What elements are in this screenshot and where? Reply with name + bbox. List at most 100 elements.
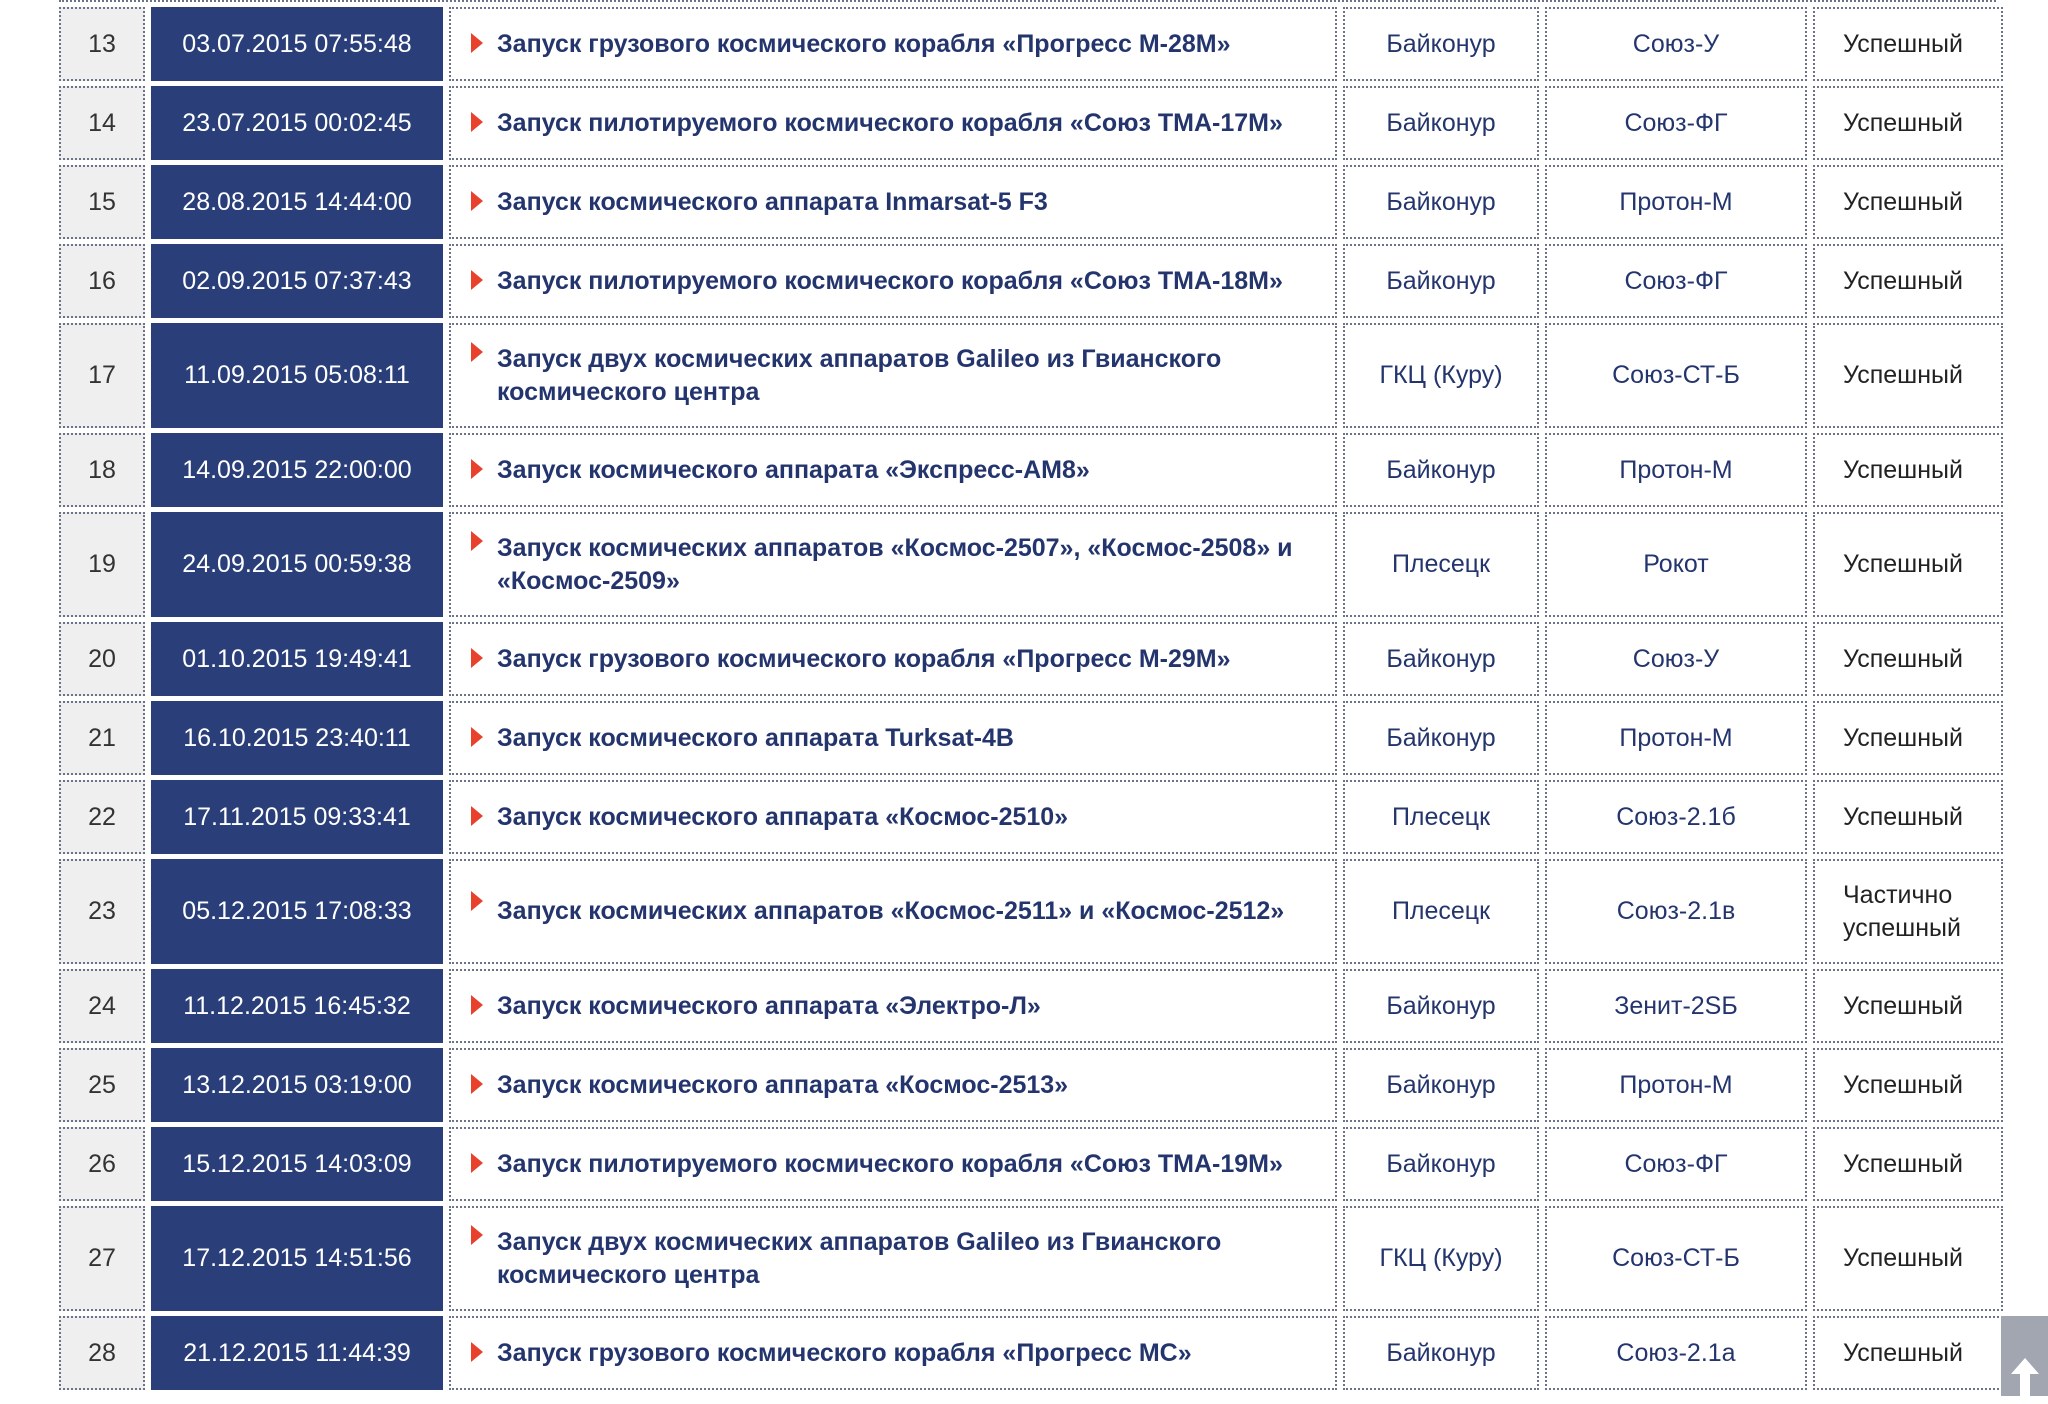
bullet-triangle-icon [471, 806, 483, 826]
launch-date: 11.09.2015 05:08:11 [151, 323, 443, 428]
launch-title-text[interactable]: Запуск грузового космического корабля «П… [497, 1338, 1192, 1367]
bullet-triangle-icon [471, 342, 483, 362]
row-number: 13 [59, 7, 145, 81]
launch-title-text[interactable]: Запуск грузового космического корабля «П… [497, 29, 1231, 58]
launch-status: Успешный [1813, 165, 2003, 239]
bullet-triangle-icon [471, 270, 483, 290]
launch-vehicle: Протон-М [1545, 701, 1807, 775]
launch-site: Плесецк [1343, 512, 1539, 617]
launch-title-link[interactable]: Запуск пилотируемого космического корабл… [449, 1127, 1337, 1201]
bullet-triangle-icon [471, 191, 483, 211]
launch-status: Успешный [1813, 701, 2003, 775]
launch-title-link[interactable]: Запуск пилотируемого космического корабл… [449, 86, 1337, 160]
table-row: 25 13.12.2015 03:19:00 Запуск космического… [59, 1048, 2003, 1122]
row-number: 27 [59, 1206, 145, 1311]
launch-site: Плесецк [1343, 859, 1539, 964]
launch-title-text[interactable]: Запуск пилотируемого космического корабл… [497, 1149, 1283, 1178]
launch-title-text[interactable]: Запуск космического аппарата «Космос-251… [497, 802, 1069, 831]
arrow-up-icon [2011, 1358, 2039, 1396]
launch-title-text[interactable]: Запуск двух космических аппаратов Galile… [497, 1227, 1222, 1289]
launch-title-text[interactable]: Запуск двух космических аппаратов Galile… [497, 344, 1222, 406]
launch-date: 01.10.2015 19:49:41 [151, 622, 443, 696]
launch-title-link[interactable]: Запуск двух космических аппаратов Galile… [449, 1206, 1337, 1311]
launch-title-link[interactable]: Запуск космического аппарата «Экспресс-А… [449, 433, 1337, 507]
launch-title-link[interactable]: Запуск грузового космического корабля «П… [449, 622, 1337, 696]
launch-title-text[interactable]: Запуск пилотируемого космического корабл… [497, 108, 1283, 137]
bullet-triangle-icon [471, 727, 483, 747]
launch-status: Успешный [1813, 969, 2003, 1043]
launch-date: 02.09.2015 07:37:43 [151, 244, 443, 318]
table-row: 17 11.09.2015 05:08:11 Запуск двух космиче… [59, 323, 2003, 428]
bullet-triangle-icon [471, 891, 483, 911]
launch-title-text[interactable]: Запуск космического аппарата «Экспресс-А… [497, 455, 1090, 484]
launch-title-text[interactable]: Запуск космических аппаратов «Космос-251… [497, 897, 1285, 925]
launch-status: Успешный [1813, 323, 2003, 428]
launch-title-text[interactable]: Запуск пилотируемого космического корабл… [497, 266, 1283, 295]
table-row: 13 03.07.2015 07:55:48 Запуск грузового ко… [59, 7, 2003, 81]
row-number: 16 [59, 244, 145, 318]
launch-date: 16.10.2015 23:40:11 [151, 701, 443, 775]
launch-vehicle: Протон-М [1545, 1048, 1807, 1122]
launch-vehicle: Союз-2.1б [1545, 780, 1807, 854]
launch-title-text[interactable]: Запуск космических аппаратов «Космос-250… [497, 533, 1293, 595]
table-row: 22 17.11.2015 09:33:41 Запуск космического… [59, 780, 2003, 854]
launch-title-link[interactable]: Запуск двух космических аппаратов Galile… [449, 323, 1337, 428]
launch-site: Байконур [1343, 1048, 1539, 1122]
launch-title-link[interactable]: Запуск космического аппарата «Космос-251… [449, 1048, 1337, 1122]
launch-date: 05.12.2015 17:08:33 [151, 859, 443, 964]
row-number: 15 [59, 165, 145, 239]
launch-table: 13 03.07.2015 07:55:48 Запуск грузового ко… [53, 2, 2009, 1395]
table-row: 20 01.10.2015 19:49:41 Запуск грузового ко… [59, 622, 2003, 696]
launch-date: 17.11.2015 09:33:41 [151, 780, 443, 854]
bullet-triangle-icon [471, 459, 483, 479]
launch-date: 11.12.2015 16:45:32 [151, 969, 443, 1043]
bullet-triangle-icon [471, 648, 483, 668]
launch-site: Байконур [1343, 701, 1539, 775]
launch-title-link[interactable]: Запуск космических аппаратов «Космос-251… [449, 859, 1337, 964]
row-number: 14 [59, 86, 145, 160]
launch-site: Байконур [1343, 969, 1539, 1043]
scroll-to-top-button[interactable] [2001, 1316, 2048, 1396]
bullet-triangle-icon [471, 112, 483, 132]
launch-status: Успешный [1813, 433, 2003, 507]
row-number: 24 [59, 969, 145, 1043]
launch-title-text[interactable]: Запуск грузового космического корабля «П… [497, 644, 1231, 673]
row-number: 19 [59, 512, 145, 617]
launch-title-link[interactable]: Запуск космического аппарата Turksat-4B [449, 701, 1337, 775]
launch-site: Байконур [1343, 622, 1539, 696]
row-number: 28 [59, 1316, 145, 1390]
table-row: 23 05.12.2015 17:08:33 Запуск космических … [59, 859, 2003, 964]
row-number: 23 [59, 859, 145, 964]
row-number: 18 [59, 433, 145, 507]
launch-title-text[interactable]: Запуск космического аппарата Inmarsat-5 … [497, 187, 1048, 216]
launch-site: Байконур [1343, 86, 1539, 160]
launch-title-link[interactable]: Запуск космического аппарата «Космос-251… [449, 780, 1337, 854]
launch-title-link[interactable]: Запуск грузового космического корабля «П… [449, 7, 1337, 81]
launch-title-text[interactable]: Запуск космического аппарата «Электро-Л» [497, 991, 1041, 1020]
launch-status: Успешный [1813, 1127, 2003, 1201]
launch-title-text[interactable]: Запуск космического аппарата Turksat-4B [497, 723, 1014, 752]
launch-site: Байконур [1343, 1127, 1539, 1201]
launch-status: Успешный [1813, 1206, 2003, 1311]
table-top-border [59, 0, 1996, 4]
row-number: 22 [59, 780, 145, 854]
launch-title-link[interactable]: Запуск грузового космического корабля «П… [449, 1316, 1337, 1390]
launch-vehicle: Союз-ФГ [1545, 86, 1807, 160]
launch-title-text[interactable]: Запуск космического аппарата «Космос-251… [497, 1070, 1069, 1099]
table-row: 28 21.12.2015 11:44:39 Запуск грузового ко… [59, 1316, 2003, 1390]
launch-site: ГКЦ (Куру) [1343, 1206, 1539, 1311]
bullet-triangle-icon [471, 1153, 483, 1173]
launch-site: Байконур [1343, 244, 1539, 318]
launch-title-link[interactable]: Запуск космических аппаратов «Космос-250… [449, 512, 1337, 617]
table-row: 21 16.10.2015 23:40:11 Запуск космического… [59, 701, 2003, 775]
launch-title-link[interactable]: Запуск космического аппарата «Электро-Л» [449, 969, 1337, 1043]
table-row: 16 02.09.2015 07:37:43 Запуск пилотируемог… [59, 244, 2003, 318]
launch-title-link[interactable]: Запуск пилотируемого космического корабл… [449, 244, 1337, 318]
table-row: 26 15.12.2015 14:03:09 Запуск пилотируемог… [59, 1127, 2003, 1201]
bullet-triangle-icon [471, 995, 483, 1015]
launch-site: Байконур [1343, 1316, 1539, 1390]
launch-title-link[interactable]: Запуск космического аппарата Inmarsat-5 … [449, 165, 1337, 239]
launch-vehicle: Союз-ФГ [1545, 1127, 1807, 1201]
launch-vehicle: Союз-2.1а [1545, 1316, 1807, 1390]
table-row: 19 24.09.2015 00:59:38 Запуск космических … [59, 512, 2003, 617]
